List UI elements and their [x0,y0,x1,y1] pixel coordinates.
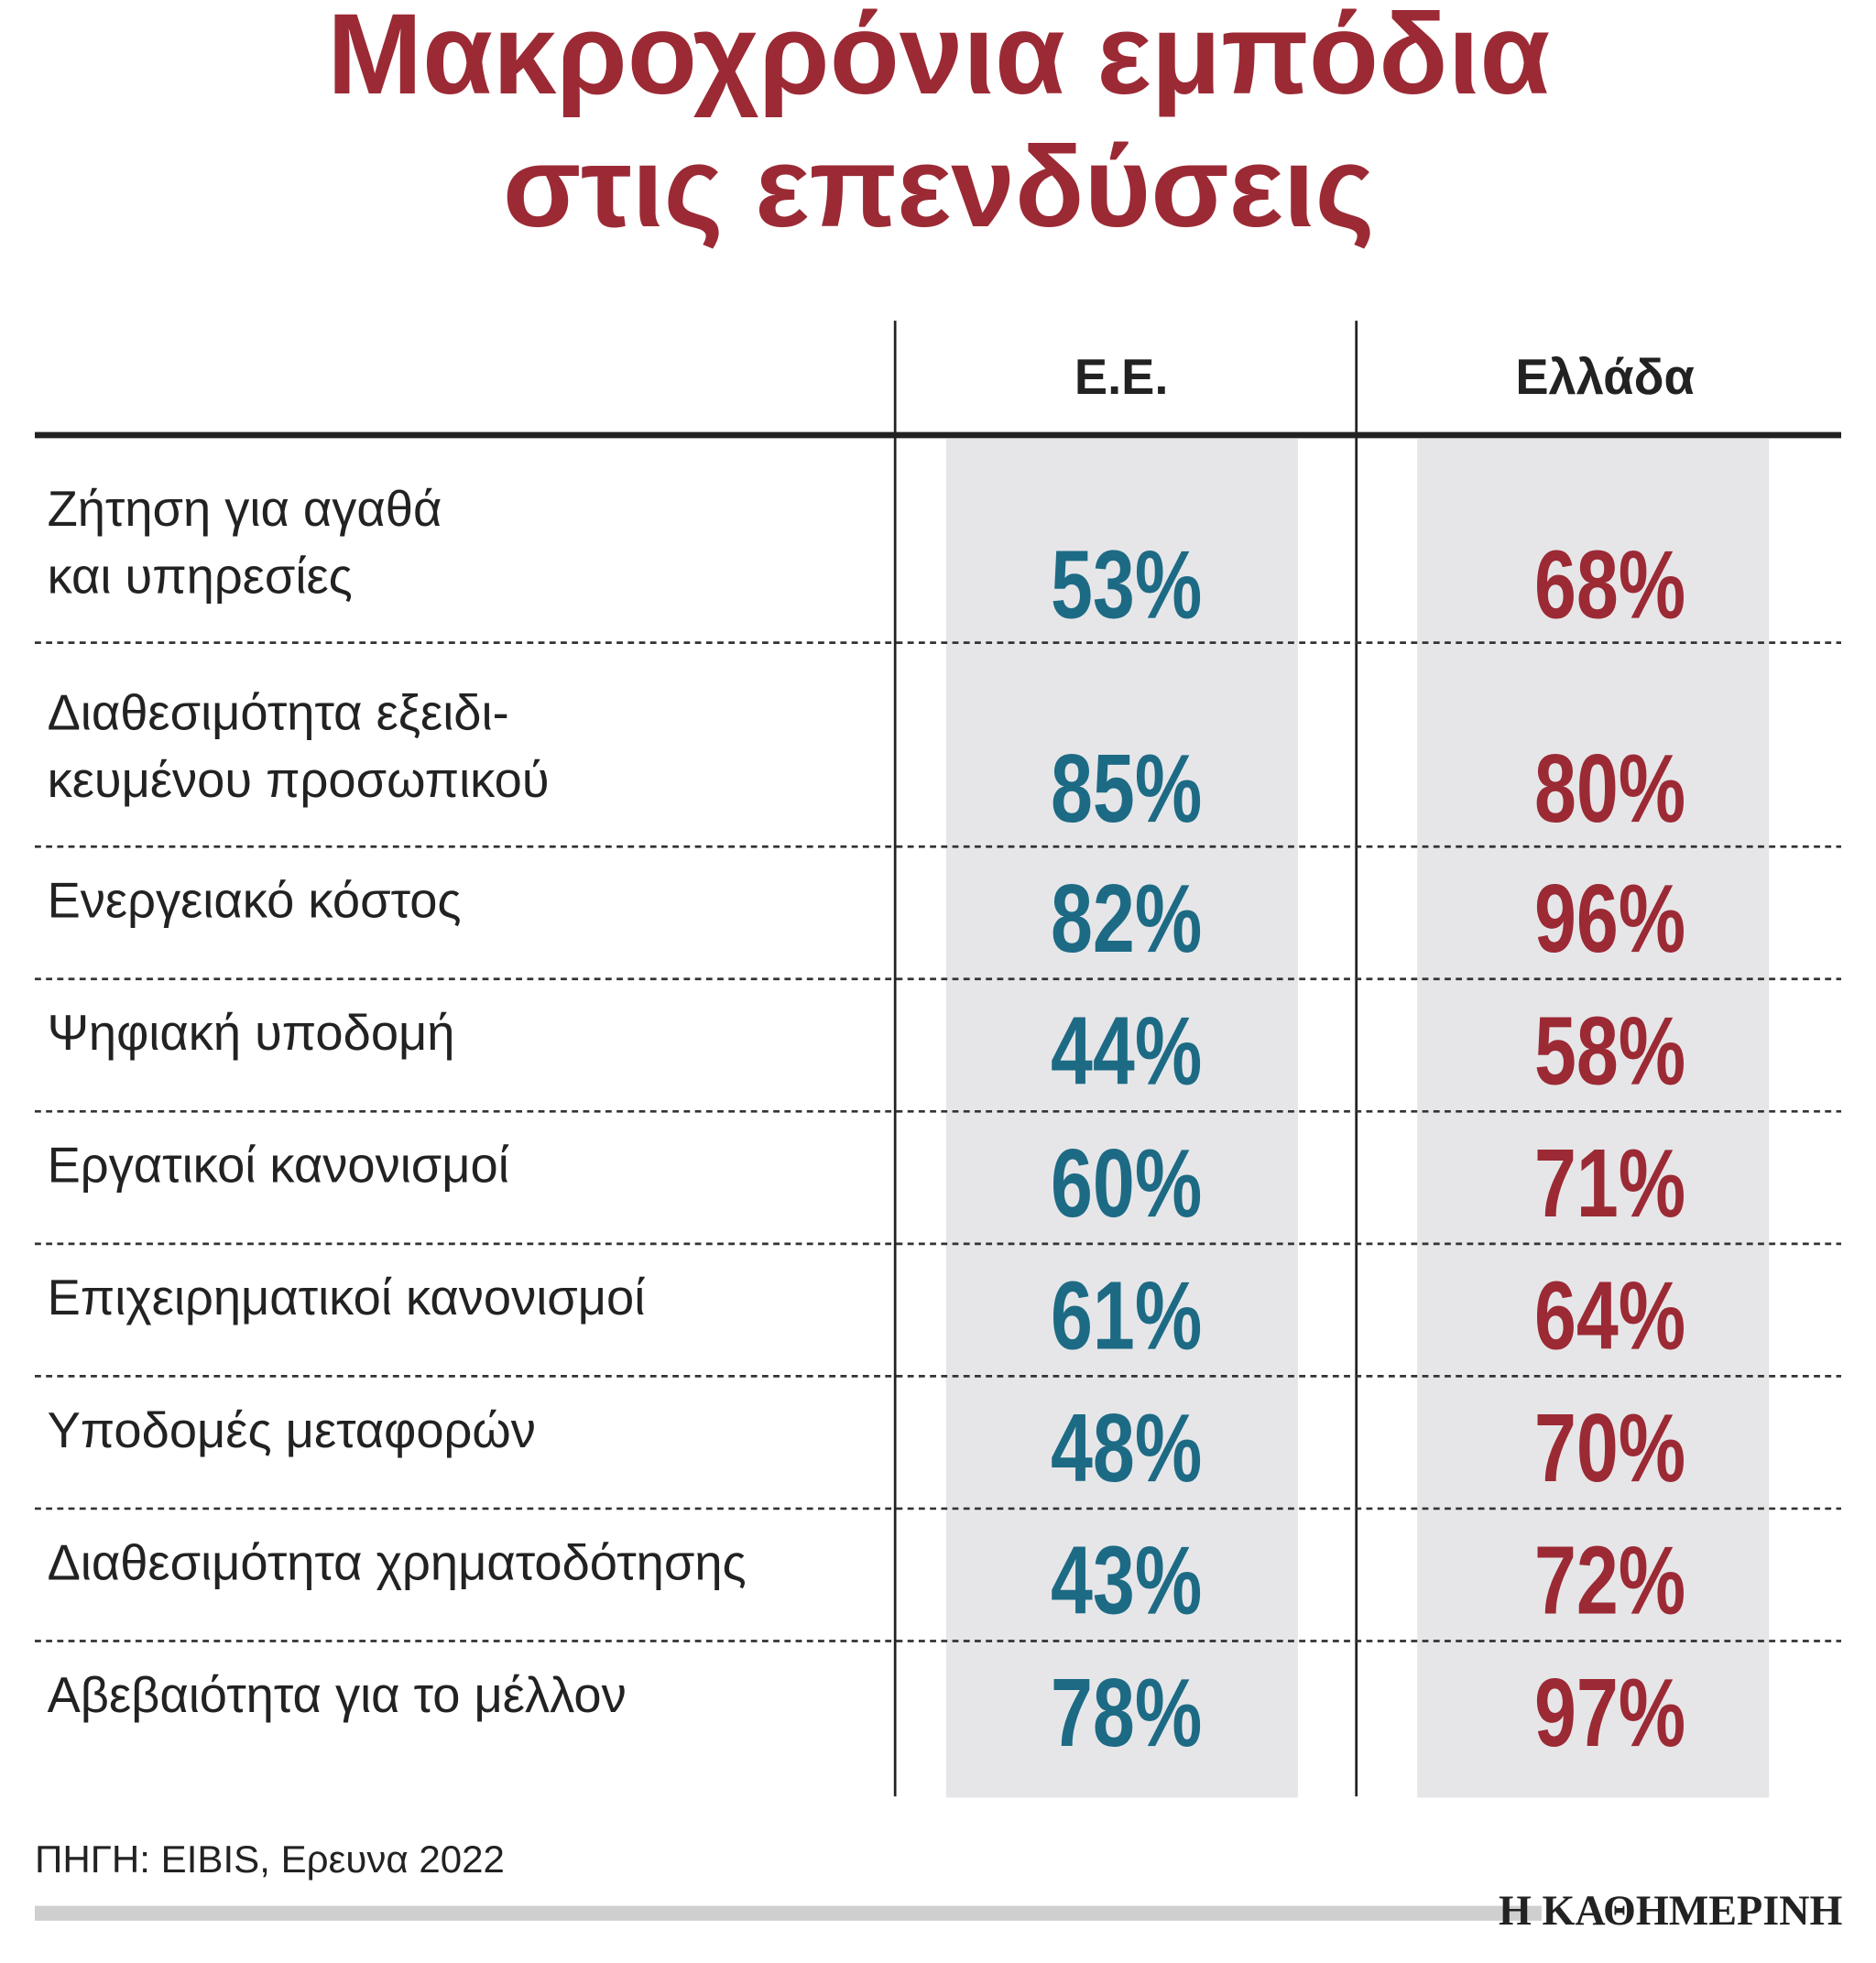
value: 82% [1051,865,1202,973]
value: 61% [1051,1262,1202,1370]
value: 44% [1051,998,1202,1106]
value: 58% [1534,998,1685,1106]
value: 78% [1051,1659,1202,1767]
column-shade [1417,439,1770,1798]
row-label: κευμένου προσωπικού [48,752,550,808]
row-label: Επιχειρηματικοί κανονισμοί [48,1270,646,1325]
value: 64% [1534,1262,1685,1370]
column-header: Ε.Ε. [1074,349,1169,405]
row-label: Ψηφιακή υποδομή [48,1005,455,1061]
value: 72% [1534,1527,1685,1635]
value: 43% [1051,1527,1202,1635]
value: 68% [1534,531,1685,639]
value: 48% [1051,1394,1202,1502]
title-line: στις επενδύσεις [503,124,1375,251]
source: ΠΗΓΗ: EIBIS, Ερευνα 2022 [35,1838,505,1881]
value: 85% [1051,735,1202,843]
column-shade [945,439,1298,1798]
row-label: Ενεργειακό κόστος [48,873,462,929]
brand: Η ΚΑΘΗΜΕΡΙΝΗ [1499,1887,1842,1934]
value: 53% [1051,531,1202,639]
row-label: και υπηρεσίες [48,548,353,604]
value: 71% [1534,1129,1685,1238]
row-label: Ζήτηση για αγαθά [48,481,442,537]
value: 60% [1051,1129,1202,1238]
row-label: Διαθεσιμότητα χρηματοδότησης [48,1534,747,1590]
value: 80% [1534,735,1685,843]
footer-bar [35,1905,1542,1921]
row-label: Υποδομές μεταφορών [48,1402,536,1458]
value: 96% [1534,865,1685,973]
column-header: Ελλάδα [1515,349,1695,405]
value: 70% [1534,1394,1685,1502]
row-label: Αβεβαιότητα για το μέλλον [48,1667,627,1723]
row-label: Διαθεσιμότητα εξειδι- [48,685,509,741]
title-line: Μακροχρόνια εμπόδια [327,0,1550,118]
row-label: Εργατικοί κανονισμοί [48,1138,509,1194]
value: 97% [1534,1659,1685,1767]
